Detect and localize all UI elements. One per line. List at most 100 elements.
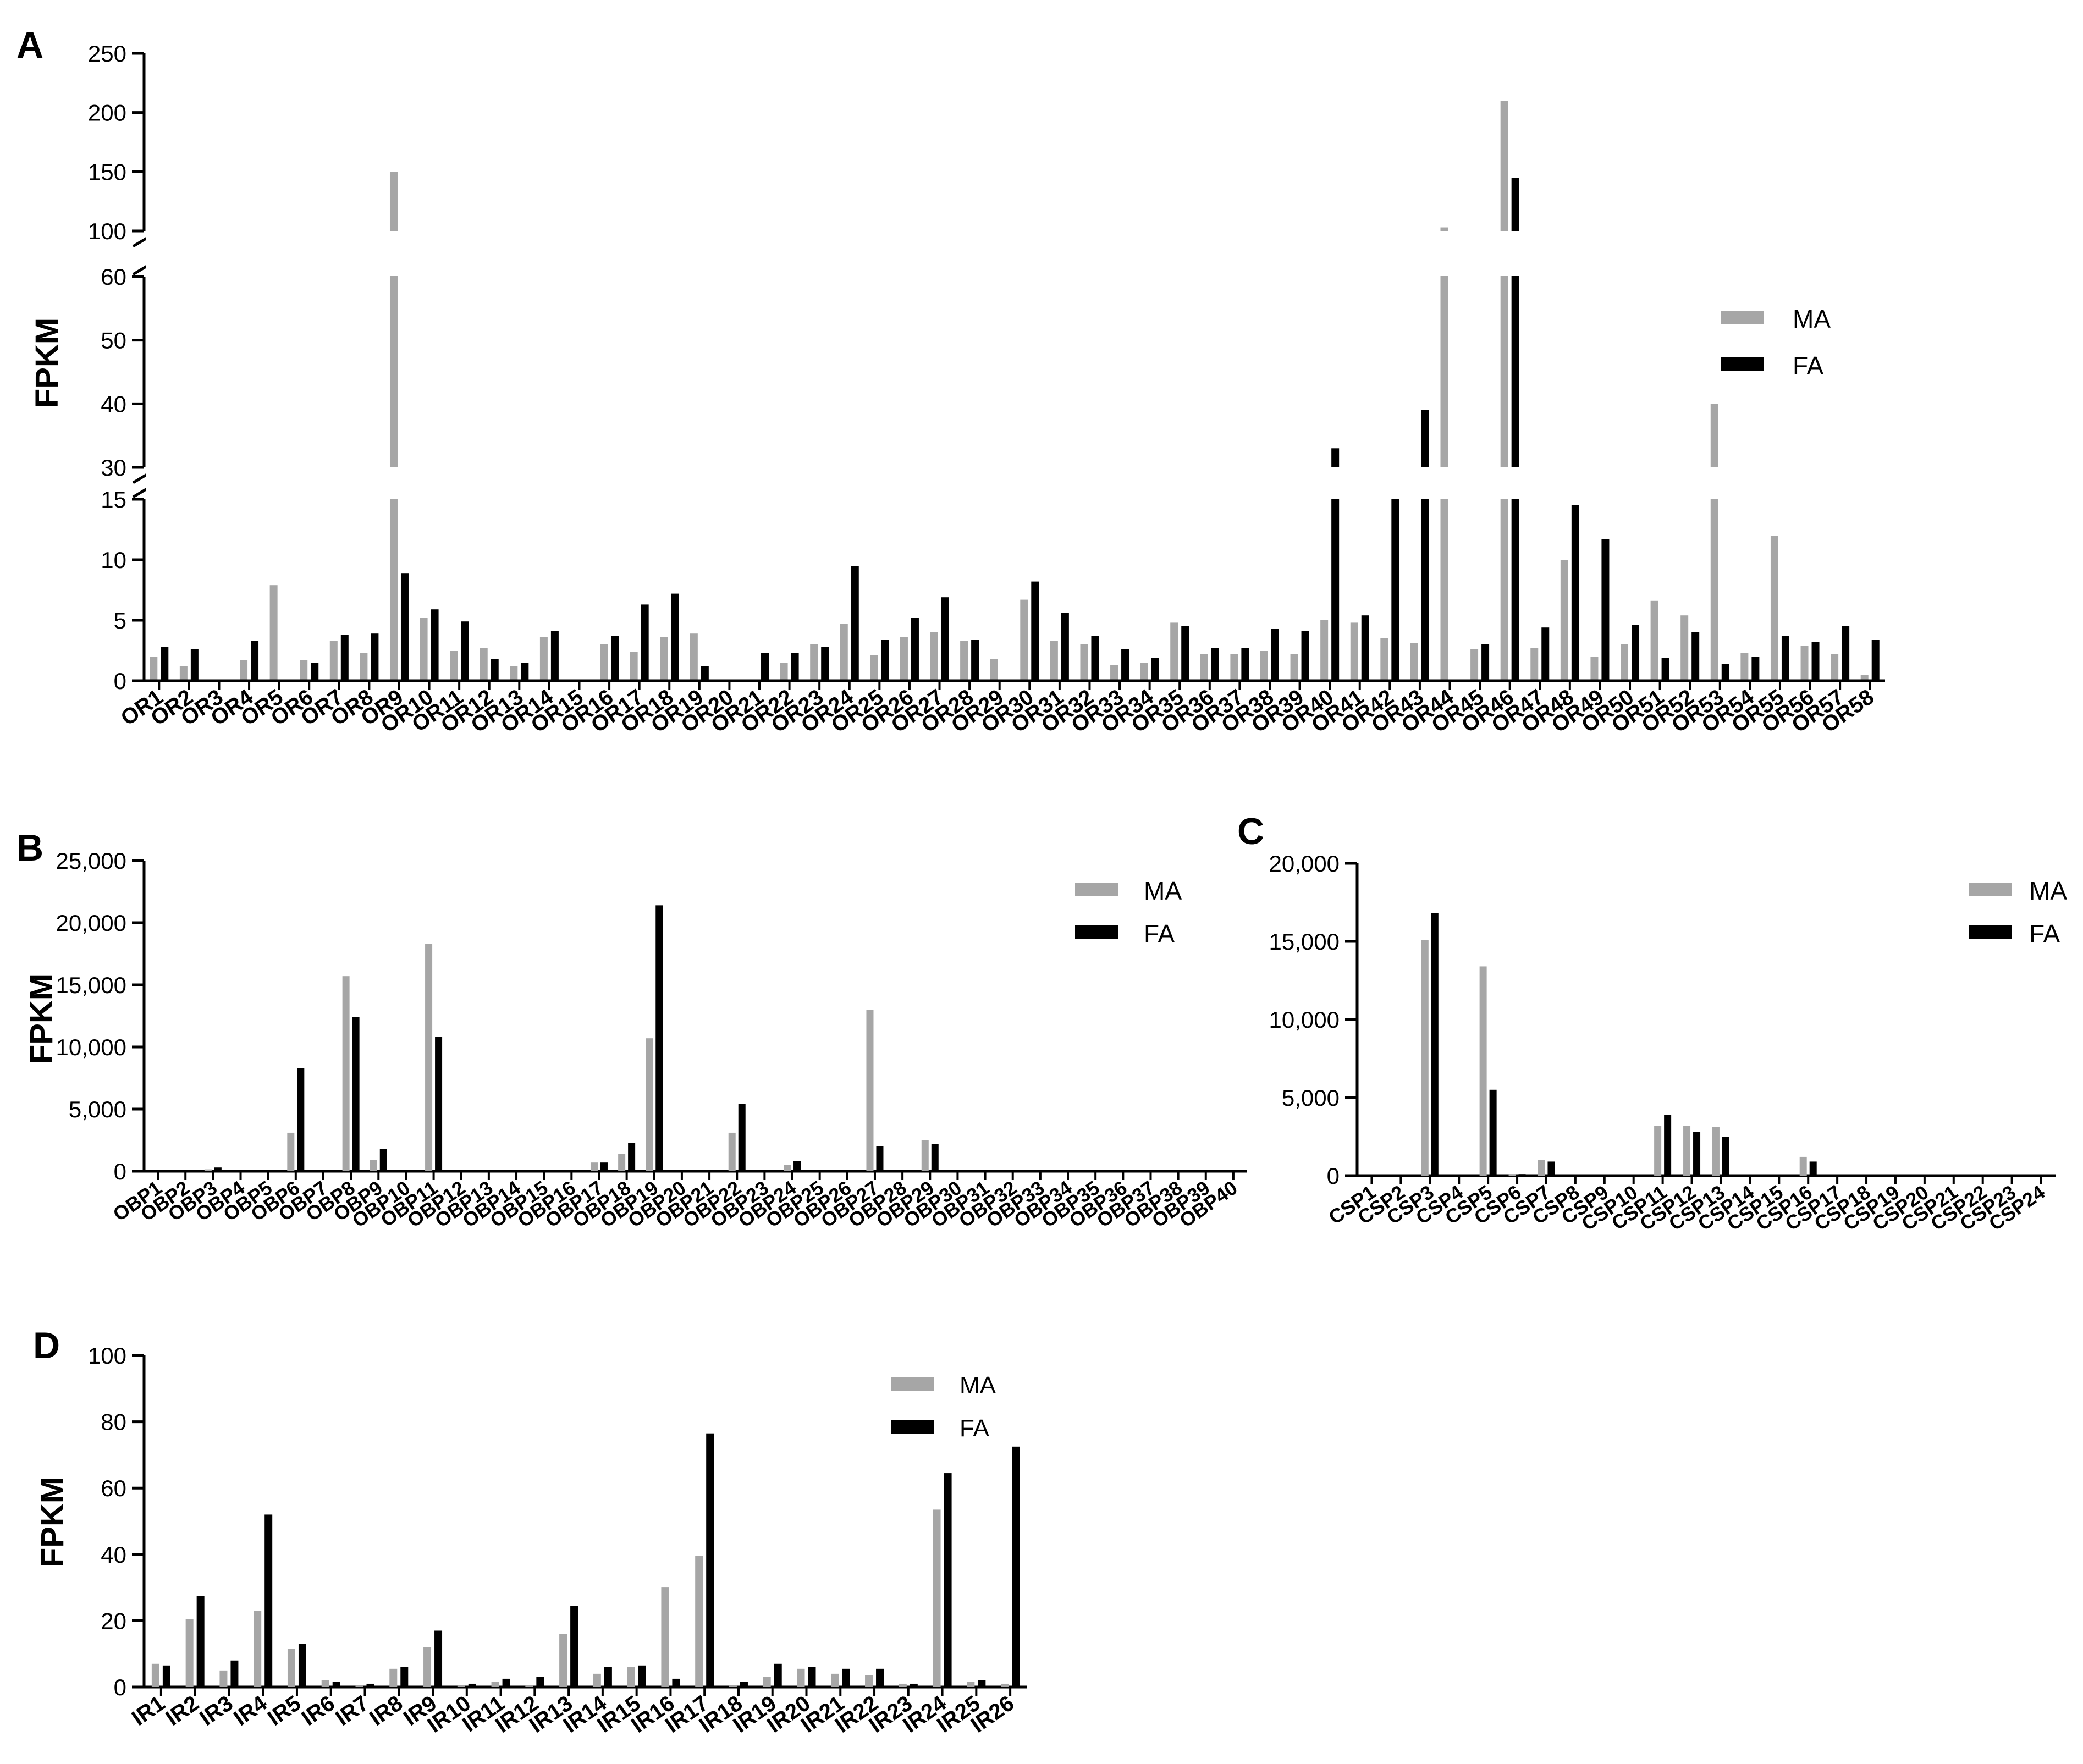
bar-fa xyxy=(701,666,709,681)
bar-fa xyxy=(161,647,169,681)
bar-fa xyxy=(1661,658,1669,681)
bar-ma xyxy=(1020,599,1028,681)
y-tick-label: 100 xyxy=(88,1343,126,1369)
legend-swatch-fa xyxy=(891,1420,934,1434)
bar-fa xyxy=(851,566,859,681)
bar-fa xyxy=(1481,644,1490,681)
bar-fa xyxy=(196,1596,205,1687)
bar-fa xyxy=(1031,581,1039,681)
bar-ma xyxy=(179,666,188,681)
bars xyxy=(150,101,1880,681)
bar-fa xyxy=(774,1663,782,1687)
bar-ma xyxy=(287,1132,295,1171)
bar-ma xyxy=(150,657,158,681)
bar-fa xyxy=(1091,636,1099,681)
bar-ma xyxy=(1680,615,1689,681)
bar-ma xyxy=(355,1685,363,1687)
bar-fa xyxy=(1541,627,1550,681)
y-tick-label: 200 xyxy=(88,100,126,126)
bar-ma xyxy=(1320,620,1329,681)
bar-fa xyxy=(910,1683,918,1687)
bar-ma xyxy=(763,1677,771,1687)
bar-ma xyxy=(1590,657,1599,681)
bar-ma xyxy=(784,1165,791,1171)
bar-ma xyxy=(933,1509,941,1687)
bar-ma xyxy=(866,1010,874,1171)
bar-ma xyxy=(1380,638,1388,681)
bar-ma xyxy=(1421,940,1429,1176)
bar-ma xyxy=(204,1169,212,1171)
y-tick-label: 100 xyxy=(88,218,126,244)
bar-fa xyxy=(655,905,663,1171)
bar-ma xyxy=(600,644,608,681)
bar-fa xyxy=(1691,632,1700,681)
bar-ma xyxy=(559,1634,567,1687)
bar-ma xyxy=(300,660,308,681)
bar-ma xyxy=(661,1587,669,1687)
bar-fa xyxy=(502,1678,510,1687)
bar-fa xyxy=(761,653,769,681)
bar-fa xyxy=(1751,657,1760,681)
bar-ma xyxy=(1712,1127,1720,1176)
bar-fa xyxy=(550,631,559,681)
bar-ma xyxy=(1538,1160,1545,1176)
bar-fa xyxy=(230,1660,239,1687)
bar-ma xyxy=(1860,675,1869,681)
bar-ma xyxy=(646,1038,653,1171)
bar-ma xyxy=(420,618,428,681)
bar-fa xyxy=(1331,448,1340,681)
bar-ma xyxy=(690,633,698,681)
bar-ma xyxy=(831,1673,839,1687)
bar-fa xyxy=(821,647,829,681)
bar-ma xyxy=(695,1556,703,1687)
y-tick-label: 80 xyxy=(101,1409,126,1435)
bar-fa xyxy=(876,1668,884,1687)
bar-ma xyxy=(219,1670,228,1687)
bar-fa xyxy=(1781,636,1789,681)
bar-fa xyxy=(521,663,529,681)
bar-ma xyxy=(1050,641,1058,681)
bars xyxy=(151,1433,1020,1687)
bar-ma xyxy=(899,1683,907,1687)
axis-break-gap xyxy=(146,231,1887,276)
y-tick-label: 60 xyxy=(101,264,126,290)
bars xyxy=(204,905,1049,1171)
bar-fa xyxy=(1871,640,1880,681)
y-tick-label: 50 xyxy=(101,328,126,354)
bar-ma xyxy=(1799,1156,1807,1176)
bar-ma xyxy=(425,944,433,1171)
y-tick-label: 150 xyxy=(88,159,126,185)
bar-ma xyxy=(797,1668,805,1687)
y-tick-label: 25,000 xyxy=(56,848,126,874)
bar-ma xyxy=(1350,622,1358,681)
legend-label: MA xyxy=(2029,877,2067,905)
y-tick-label: 30 xyxy=(101,455,126,481)
y-tick-label: 15,000 xyxy=(56,972,126,998)
legend-swatch-fa xyxy=(1969,925,2012,939)
bar-ma xyxy=(840,624,848,681)
legend: MA FA xyxy=(1721,305,1831,380)
bar-fa xyxy=(671,593,679,681)
bar-fa xyxy=(431,609,439,681)
y-tick-label: 15,000 xyxy=(1269,929,1340,955)
bar-ma xyxy=(1560,560,1568,681)
legend-swatch-ma xyxy=(1969,883,2012,896)
bar-ma xyxy=(389,1668,398,1687)
bar-fa xyxy=(1361,615,1369,681)
bar-fa xyxy=(1181,626,1189,681)
bar-ma xyxy=(1508,1174,1516,1176)
bar-ma xyxy=(1740,653,1749,681)
bar-ma xyxy=(185,1619,194,1687)
bar-fa xyxy=(1811,642,1820,681)
y-tick-label: 20,000 xyxy=(56,910,126,936)
y-tick-label: 5,000 xyxy=(69,1096,126,1122)
bar-fa xyxy=(911,618,919,681)
legend-swatch-ma xyxy=(1075,883,1118,896)
bar-ma xyxy=(539,637,548,681)
legend-label: FA xyxy=(1144,919,1175,948)
bar-ma xyxy=(1683,1126,1691,1176)
bar-ma xyxy=(1440,227,1448,681)
bar-ma xyxy=(900,637,908,681)
bar-ma xyxy=(990,659,998,681)
